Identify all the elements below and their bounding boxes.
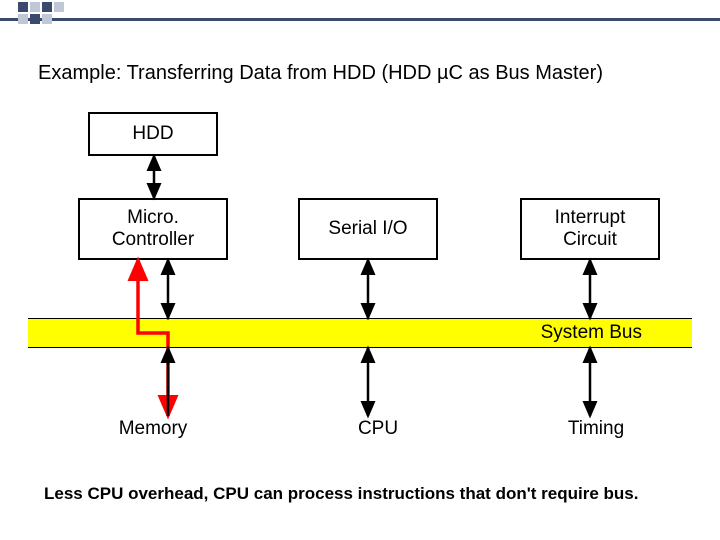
bus-label: System Bus [541,322,642,344]
top-decoration [0,0,720,22]
page-title: Example: Transferring Data from HDD (HDD… [38,62,603,85]
node-memory: Memory [106,418,200,446]
node-label: InterruptCircuit [555,207,626,251]
node-label: HDD [132,123,173,145]
node-serial: Serial I/O [298,198,438,260]
node-label: Timing [568,418,624,439]
node-label: Micro.Controller [112,207,194,251]
node-label: Memory [119,418,188,439]
caption: Less CPU overhead, CPU can process instr… [44,484,638,504]
node-micro: Micro.Controller [78,198,228,260]
node-cpu: CPU [348,418,408,446]
node-interrupt: InterruptCircuit [520,198,660,260]
node-label: CPU [358,418,398,439]
node-label: Serial I/O [328,218,407,240]
node-timing: Timing [556,418,636,446]
node-hdd: HDD [88,112,218,156]
system-bus: System Bus [28,318,692,348]
